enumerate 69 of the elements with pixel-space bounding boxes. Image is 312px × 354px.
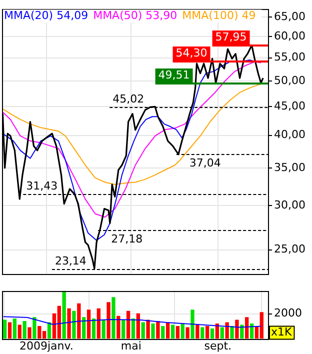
bar xyxy=(180,323,184,339)
text: MMA(20) 54,09 xyxy=(4,8,88,22)
y-tick-label: 50,00 xyxy=(274,74,306,87)
y-tick-label: 2000 xyxy=(274,306,302,320)
bar xyxy=(2,320,7,339)
bar xyxy=(170,324,175,339)
y-tick-label: 25,00 xyxy=(274,242,306,256)
bar xyxy=(82,317,86,339)
bar xyxy=(106,302,110,339)
bar xyxy=(200,327,204,339)
bar xyxy=(220,327,224,339)
bar xyxy=(47,322,52,339)
y-tick-label: 60,00 xyxy=(274,29,306,42)
bar xyxy=(141,322,145,339)
x-tick-label: 2009janv. xyxy=(19,339,74,352)
bar xyxy=(230,326,234,339)
bar xyxy=(12,318,17,339)
ref-line-label: 49,51 xyxy=(158,68,190,82)
bar xyxy=(67,308,71,339)
bar xyxy=(245,317,249,339)
bar xyxy=(62,290,66,339)
bar xyxy=(210,328,214,339)
y-tick-label: 55,00 xyxy=(274,50,306,64)
bar xyxy=(86,310,91,339)
bar xyxy=(186,327,190,339)
bar xyxy=(8,322,12,339)
y-tick-label: 65,00 xyxy=(274,10,306,23)
bar xyxy=(196,324,200,339)
bar xyxy=(225,322,229,339)
bar xyxy=(96,308,100,339)
bar xyxy=(28,327,32,339)
ref-line-label: 31,43 xyxy=(26,179,58,192)
ref-line-label: 57,95 xyxy=(215,30,247,44)
bar xyxy=(161,326,165,339)
bar xyxy=(176,326,180,339)
y-axis-title: x1K xyxy=(271,326,293,339)
bar xyxy=(126,310,130,339)
bar xyxy=(131,318,136,339)
ref-line-label: 37,04 xyxy=(189,156,221,170)
y-tick-label: 30,00 xyxy=(274,198,306,212)
bar xyxy=(102,320,106,339)
bar xyxy=(18,324,22,339)
bar xyxy=(146,320,150,339)
bar xyxy=(112,297,116,339)
bar xyxy=(92,318,96,339)
y-tick-label: 45,00 xyxy=(274,100,306,113)
bar xyxy=(77,303,81,339)
y-tick-label: 35,00 xyxy=(274,160,306,174)
bar xyxy=(22,320,26,339)
x-tick-label: mai xyxy=(120,339,142,352)
text: MMA(100) 49 xyxy=(182,8,256,22)
bar xyxy=(190,310,194,339)
bar xyxy=(235,320,239,339)
bar xyxy=(151,323,155,339)
x-tick-label: sept. xyxy=(204,339,232,352)
bar xyxy=(72,310,76,339)
ref-line-label: 27,18 xyxy=(111,232,143,246)
ref-line-label: 45,02 xyxy=(112,92,144,106)
bar xyxy=(205,326,210,339)
bar xyxy=(166,322,170,339)
bar xyxy=(32,317,36,339)
text: MMA(50) 53,90 xyxy=(93,8,178,22)
bar xyxy=(136,313,140,339)
bar xyxy=(156,320,160,339)
y-tick-label: 40,00 xyxy=(274,128,306,142)
bar xyxy=(116,316,120,339)
bar xyxy=(122,320,126,339)
ref-line-label: 54,30 xyxy=(176,46,208,60)
ref-line-label: 23,14 xyxy=(54,254,86,268)
